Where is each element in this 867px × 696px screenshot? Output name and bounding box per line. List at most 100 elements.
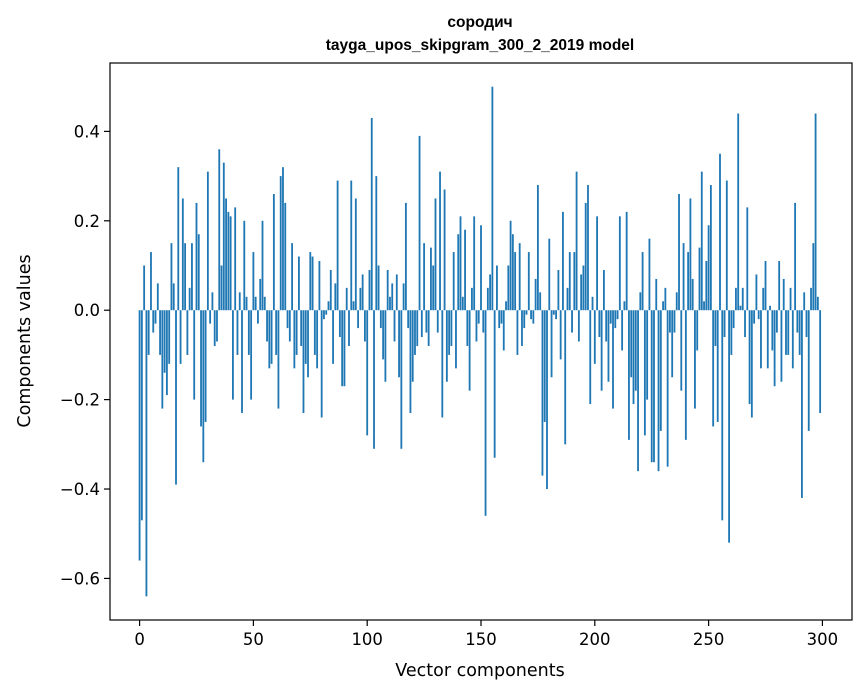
bar-229 xyxy=(659,310,662,431)
bar-236 xyxy=(675,292,678,311)
bar-235 xyxy=(673,310,676,333)
bar-7 xyxy=(154,310,157,324)
bar-254 xyxy=(716,310,719,422)
bar-292 xyxy=(803,292,806,311)
bar-179 xyxy=(546,310,548,490)
bar-72 xyxy=(302,310,305,414)
bar-283 xyxy=(782,278,785,311)
bar-156 xyxy=(493,310,496,458)
bar-3 xyxy=(145,310,148,597)
bar-70 xyxy=(298,256,300,311)
bar-225 xyxy=(650,310,653,463)
bar-151 xyxy=(482,310,485,333)
bar-220 xyxy=(639,292,642,311)
bar-171 xyxy=(527,252,530,311)
bar-184 xyxy=(557,269,560,311)
bar-223 xyxy=(646,310,649,400)
bar-15 xyxy=(172,283,175,311)
bar-107 xyxy=(382,310,385,360)
bar-111 xyxy=(391,283,394,311)
bar-209 xyxy=(614,310,617,329)
bar-135 xyxy=(445,310,448,382)
bar-68 xyxy=(293,310,296,369)
bar-142 xyxy=(461,296,464,311)
bar-36 xyxy=(220,265,223,311)
bar-80 xyxy=(320,310,323,418)
bar-238 xyxy=(680,310,683,391)
bar-128 xyxy=(430,247,432,311)
bar-294 xyxy=(807,310,810,431)
y-axis-label: Components values xyxy=(15,254,35,427)
bar-105 xyxy=(377,265,380,311)
bar-98 xyxy=(361,274,364,311)
bar-82 xyxy=(325,310,328,315)
bar-249 xyxy=(705,261,708,311)
bar-153 xyxy=(486,287,489,311)
bar-136 xyxy=(448,310,451,355)
bar-144 xyxy=(466,310,469,346)
bar-178 xyxy=(543,310,546,422)
bar-244 xyxy=(694,310,696,409)
bar-172 xyxy=(530,310,532,320)
bar-16 xyxy=(175,310,177,485)
bar-39 xyxy=(227,211,230,311)
bar-174 xyxy=(534,278,537,311)
bar-2 xyxy=(143,265,146,311)
bar-217 xyxy=(632,310,635,405)
bar-137 xyxy=(450,310,453,346)
bar-246 xyxy=(698,247,701,311)
x-axis-label: Vector components xyxy=(395,661,564,681)
bar-228 xyxy=(657,310,660,472)
bar-255 xyxy=(719,153,721,311)
y-tick-label: −0.6 xyxy=(60,569,100,588)
bar-186 xyxy=(562,211,564,311)
bar-298 xyxy=(816,296,819,311)
bar-127 xyxy=(427,310,430,346)
x-tick-label: 50 xyxy=(243,630,264,649)
bar-100 xyxy=(366,310,369,436)
bar-175 xyxy=(536,185,539,311)
bar-187 xyxy=(564,310,567,445)
x-tick-label: 150 xyxy=(465,630,497,649)
bar-152 xyxy=(484,310,487,516)
bar-293 xyxy=(805,310,808,338)
y-tick-label: −0.4 xyxy=(60,480,100,499)
bar-270 xyxy=(753,310,756,324)
bar-158 xyxy=(498,310,501,329)
bar-250 xyxy=(707,225,710,311)
bar-219 xyxy=(637,310,639,472)
bar-18 xyxy=(179,310,182,364)
bar-290 xyxy=(798,310,801,355)
bar-208 xyxy=(612,310,614,409)
bar-89 xyxy=(341,310,344,387)
bar-183 xyxy=(555,310,558,320)
bar-60 xyxy=(275,310,278,355)
bar-41 xyxy=(232,310,234,400)
bar-40 xyxy=(229,216,232,311)
bar-23 xyxy=(191,243,193,311)
bar-204 xyxy=(603,269,605,311)
bar-157 xyxy=(496,265,498,311)
bar-140 xyxy=(457,234,460,311)
bar-21 xyxy=(186,310,189,355)
bar-126 xyxy=(425,310,428,333)
bar-125 xyxy=(423,243,426,311)
bar-116 xyxy=(402,283,405,311)
bar-34 xyxy=(216,310,218,342)
bar-205 xyxy=(605,310,608,342)
chart-title: сородич xyxy=(447,14,512,31)
bar-17 xyxy=(177,167,180,311)
bar-131 xyxy=(436,310,439,333)
bar-108 xyxy=(384,310,387,382)
y-tick-label: −0.2 xyxy=(60,391,100,410)
bar-8 xyxy=(156,283,159,311)
bar-284 xyxy=(785,310,787,355)
bar-25 xyxy=(195,202,198,311)
bar-75 xyxy=(309,252,312,311)
bar-159 xyxy=(500,310,503,324)
bar-163 xyxy=(509,220,512,311)
bar-123 xyxy=(418,135,421,311)
bar-206 xyxy=(607,310,610,382)
